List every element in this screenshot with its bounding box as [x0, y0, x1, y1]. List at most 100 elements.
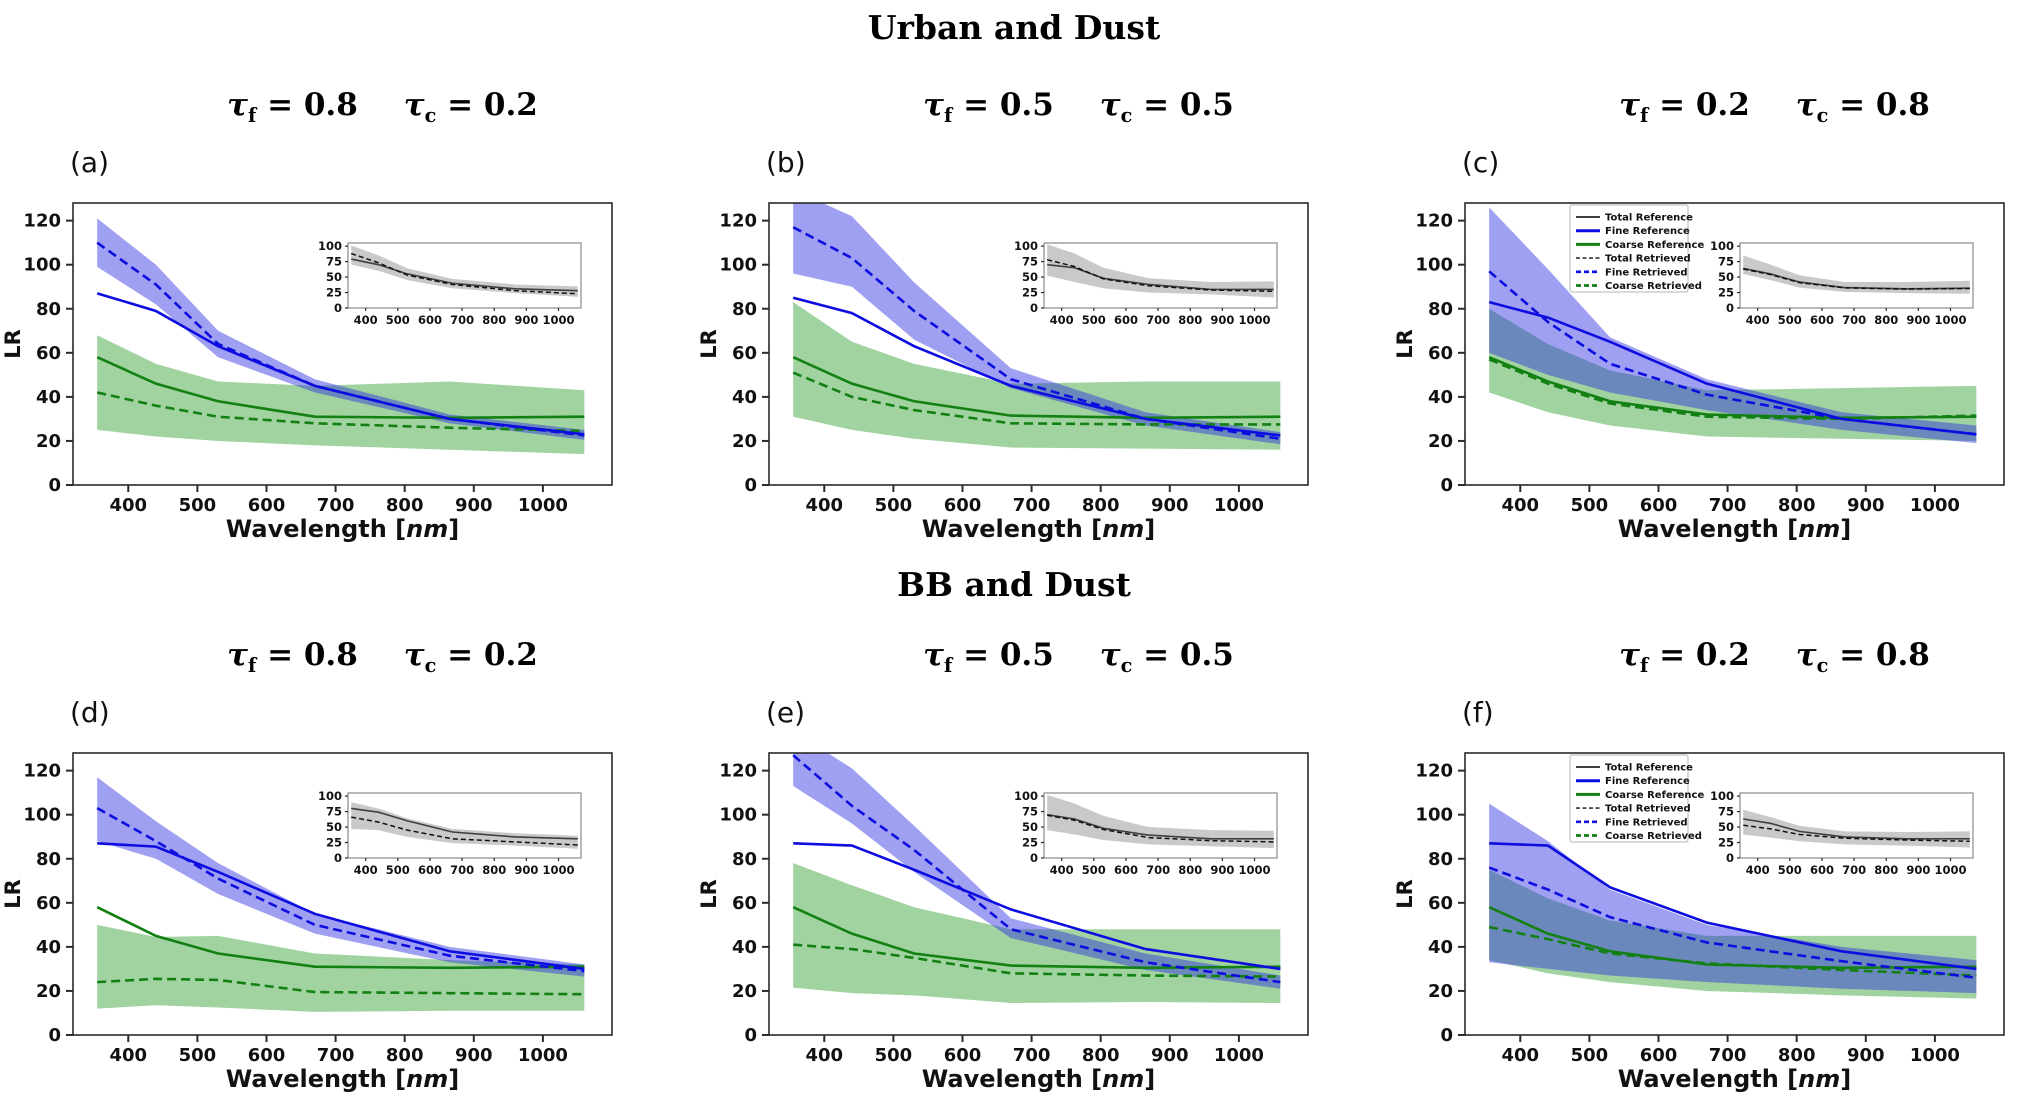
svg-text:400: 400: [805, 495, 843, 516]
svg-text:600: 600: [248, 1045, 286, 1066]
svg-text:75: 75: [326, 255, 342, 269]
svg-text:Coarse Retrieved: Coarse Retrieved: [1605, 831, 1702, 842]
svg-text:800: 800: [482, 863, 506, 877]
uncertainty-bands: [793, 753, 1281, 1004]
svg-text:1000: 1000: [1238, 313, 1270, 327]
svg-text:120: 120: [1415, 211, 1453, 232]
svg-text:40: 40: [732, 937, 757, 958]
svg-text:0: 0: [334, 851, 342, 865]
svg-text:1000: 1000: [542, 313, 574, 327]
spectral-lines: [792, 754, 1281, 984]
axes-box: [72, 202, 613, 486]
svg-text:60: 60: [36, 893, 61, 914]
svg-text:800: 800: [386, 1045, 424, 1066]
svg-text:75: 75: [326, 805, 342, 819]
panel-label: (f): [1462, 696, 1494, 729]
tau-c-term: τc = 0.2: [403, 637, 538, 678]
svg-text:900: 900: [514, 863, 538, 877]
svg-text:25: 25: [326, 286, 342, 300]
legend: Total Reference Fine Reference Coarse Refe…: [1569, 754, 1704, 843]
y-axis-label: LR: [1393, 879, 1417, 909]
svg-text:20: 20: [732, 431, 757, 452]
group-title-urban-and-dust: Urban and Dust: [867, 8, 1161, 47]
svg-text:0: 0: [1726, 301, 1734, 315]
svg-text:800: 800: [1178, 313, 1202, 327]
svg-text:0: 0: [334, 301, 342, 315]
panel-label: (d): [70, 696, 110, 729]
svg-text:60: 60: [732, 893, 757, 914]
svg-text:800: 800: [1082, 495, 1120, 516]
svg-text:50: 50: [1718, 270, 1734, 284]
svg-text:600: 600: [1114, 863, 1138, 877]
svg-text:700: 700: [1013, 1045, 1051, 1066]
svg-text:900: 900: [514, 313, 538, 327]
svg-text:400: 400: [1501, 1045, 1539, 1066]
svg-text:40: 40: [1428, 937, 1453, 958]
panel-subtitle: τf = 0.8 τc = 0.2: [113, 87, 652, 127]
svg-text:Fine Retrieved: Fine Retrieved: [1605, 267, 1688, 278]
svg-text:700: 700: [450, 313, 474, 327]
svg-text:100: 100: [1014, 789, 1038, 803]
svg-text:500: 500: [875, 1045, 913, 1066]
spectral-lines: [1488, 842, 1977, 980]
svg-text:40: 40: [36, 387, 61, 408]
panel-label: (b): [766, 146, 806, 179]
tau-f-term: τf = 0.2: [1619, 87, 1750, 128]
panel-subtitle: τf = 0.5 τc = 0.5: [809, 87, 1348, 127]
svg-text:25: 25: [1718, 836, 1734, 850]
svg-text:700: 700: [1709, 1045, 1747, 1066]
svg-text:120: 120: [23, 211, 61, 232]
panel-d: τf = 0.8 τc = 0.2 (d) 400 500 600 700 800 900 1…: [0, 622, 660, 1100]
panel-c: τf = 0.2 τc = 0.8 (c) 400 500 600 700 800 900 1…: [1392, 72, 2028, 550]
svg-text:20: 20: [36, 981, 61, 1002]
panel-label: (c): [1462, 146, 1500, 179]
svg-text:400: 400: [1050, 313, 1074, 327]
svg-text:900: 900: [1151, 495, 1189, 516]
svg-text:Fine Reference: Fine Reference: [1605, 776, 1690, 787]
svg-text:600: 600: [1810, 863, 1834, 877]
svg-text:20: 20: [1428, 431, 1453, 452]
svg-text:25: 25: [1022, 286, 1038, 300]
axes-box: [768, 752, 1309, 1036]
svg-text:80: 80: [36, 849, 61, 870]
svg-text:25: 25: [1022, 836, 1038, 850]
uncertainty-bands: [97, 777, 585, 1012]
svg-text:700: 700: [450, 863, 474, 877]
svg-text:0: 0: [48, 475, 61, 496]
svg-text:900: 900: [1906, 863, 1930, 877]
svg-text:700: 700: [1842, 863, 1866, 877]
svg-text:100: 100: [1710, 239, 1734, 253]
panel-e: τf = 0.5 τc = 0.5 (e) 400 500 600 700 800 900 1…: [696, 622, 1356, 1100]
svg-text:0: 0: [1440, 475, 1453, 496]
y-axis-label: LR: [697, 879, 721, 909]
tau-f-term: τf = 0.2: [1619, 637, 1750, 678]
svg-text:75: 75: [1718, 255, 1734, 269]
svg-text:800: 800: [1874, 313, 1898, 327]
tau-c-term: τc = 0.8: [1795, 87, 1930, 128]
panel-subtitle: τf = 0.2 τc = 0.8: [1505, 637, 2028, 677]
svg-text:1000: 1000: [1934, 863, 1966, 877]
legend: Total Reference Fine Reference Coarse Refe…: [1569, 204, 1704, 293]
svg-text:500: 500: [875, 495, 913, 516]
svg-text:800: 800: [482, 313, 506, 327]
svg-text:0: 0: [744, 475, 757, 496]
x-axis-label: Wavelength [nm]: [226, 1065, 459, 1093]
svg-text:600: 600: [944, 495, 982, 516]
svg-text:20: 20: [36, 431, 61, 452]
svg-text:700: 700: [317, 495, 355, 516]
svg-text:50: 50: [326, 820, 342, 834]
panel-subtitle: τf = 0.2 τc = 0.8: [1505, 87, 2028, 127]
chart-canvas-e: 400 500 600 700 800 900 1000020406080100120Wav…: [697, 752, 1309, 1093]
spectral-lines: [792, 226, 1281, 441]
svg-text:1000: 1000: [1214, 1045, 1264, 1066]
chart-canvas-f: 400 500 600 700 800 900 1000020406080100120Wav…: [1393, 752, 2005, 1093]
svg-text:500: 500: [1082, 863, 1106, 877]
svg-text:900: 900: [455, 1045, 493, 1066]
svg-text:25: 25: [326, 836, 342, 850]
svg-text:60: 60: [732, 343, 757, 364]
svg-text:800: 800: [386, 495, 424, 516]
y-axis-label: LR: [1393, 329, 1417, 359]
